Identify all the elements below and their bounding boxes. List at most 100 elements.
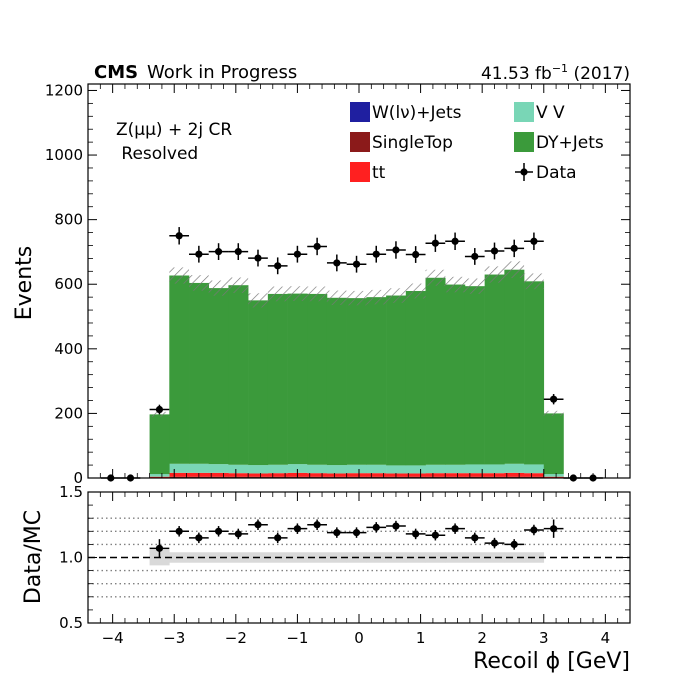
ratio-point bbox=[451, 525, 459, 533]
x-tick-label: −2 bbox=[225, 629, 247, 647]
legend-data-marker bbox=[520, 168, 528, 176]
stack-bar-tt bbox=[346, 473, 367, 477]
y-axis-label: Events bbox=[12, 246, 37, 321]
data-point bbox=[155, 405, 164, 414]
stack-bar-v-v bbox=[267, 464, 288, 474]
stack-bar-dy-jets bbox=[346, 298, 367, 465]
stack-bar-singletop bbox=[366, 476, 387, 478]
stack-bar-dy-jets bbox=[307, 293, 328, 465]
stack-bar-v-v bbox=[169, 463, 190, 473]
mc-uncertainty-hatch bbox=[287, 286, 308, 301]
legend-swatch bbox=[350, 102, 370, 122]
x-tick-label: 0 bbox=[354, 629, 364, 647]
data-point bbox=[175, 232, 183, 240]
data-point bbox=[490, 247, 499, 255]
stack-bar-tt bbox=[425, 473, 446, 477]
stack-bar-singletop bbox=[169, 476, 190, 478]
stack-bar-singletop bbox=[267, 476, 288, 478]
ratio-data-layer bbox=[149, 519, 564, 558]
mc-uncertainty-hatch bbox=[464, 278, 485, 294]
mc-uncertainty-hatch bbox=[326, 290, 347, 306]
data-point bbox=[333, 259, 341, 267]
luminosity-label: 41.53 fb−1 (2017) bbox=[481, 62, 630, 84]
mc-uncertainty-hatch bbox=[169, 267, 190, 284]
mc-uncertainty-hatch bbox=[189, 275, 209, 291]
stack-bar-dy-jets bbox=[445, 284, 466, 465]
stack-bar-tt bbox=[169, 472, 190, 477]
mc-uncertainty-hatch bbox=[366, 289, 387, 305]
stack-bar-dy-jets bbox=[208, 288, 229, 465]
stack-bar-tt bbox=[267, 473, 288, 477]
main-y-tick-label: 800 bbox=[54, 211, 83, 229]
x-tick-label: −1 bbox=[286, 629, 308, 647]
stack-bar-singletop bbox=[425, 476, 446, 478]
ratio-point bbox=[431, 531, 439, 539]
stack-bar-singletop bbox=[504, 476, 525, 478]
stack-bar-tt bbox=[208, 472, 229, 477]
stack-bar-v-v bbox=[524, 464, 545, 474]
stack-bar-tt bbox=[543, 476, 564, 478]
stack-bar-dy-jets bbox=[169, 275, 190, 464]
data-point bbox=[431, 239, 439, 247]
ratio-point bbox=[254, 521, 262, 529]
stack-bar-tt bbox=[464, 473, 485, 477]
stack-bar-v-v bbox=[386, 465, 407, 474]
stack-bar-v-v bbox=[445, 464, 466, 474]
main-plot-frame bbox=[87, 83, 631, 479]
stack-bar-v-v bbox=[366, 464, 387, 474]
stack-bar-singletop bbox=[326, 476, 347, 478]
data-point bbox=[293, 250, 302, 258]
stack-bar-dy-jets bbox=[524, 281, 545, 465]
stack-bar-v-v bbox=[287, 464, 308, 473]
data-point bbox=[352, 260, 361, 268]
data-point bbox=[412, 250, 420, 259]
stack-bar-dy-jets bbox=[464, 286, 485, 465]
legend-label: SingleTop bbox=[372, 133, 453, 153]
data-point bbox=[195, 250, 203, 258]
stack-bar-singletop bbox=[346, 476, 367, 478]
stack-bar-singletop bbox=[248, 476, 269, 478]
data-point bbox=[254, 254, 262, 262]
stack-bar-singletop bbox=[405, 476, 426, 478]
stack-bar-dy-jets bbox=[149, 414, 170, 475]
legend-label: Data bbox=[536, 163, 577, 183]
x-tick-label: −4 bbox=[102, 629, 124, 647]
data-point bbox=[471, 252, 479, 261]
ratio-point bbox=[195, 534, 203, 542]
mc-uncertainty-hatch bbox=[405, 283, 426, 299]
main-y-tick-label: 0 bbox=[73, 469, 83, 487]
data-point bbox=[530, 237, 538, 245]
stack-bar-dy-jets bbox=[405, 291, 426, 466]
mc-uncertainty-hatch bbox=[445, 276, 465, 293]
ratio-point bbox=[510, 540, 518, 549]
stack-bar-v-v bbox=[504, 463, 525, 473]
stack-bar-v-v bbox=[189, 463, 210, 473]
stack-bar-v-v bbox=[484, 464, 505, 474]
ratio-point bbox=[412, 530, 420, 538]
stack-bar-v-v bbox=[543, 474, 564, 477]
stack-bar-singletop bbox=[208, 476, 229, 478]
stack-bar-v-v bbox=[425, 464, 446, 474]
legend-label: DY+Jets bbox=[536, 133, 604, 153]
ratio-mc-band bbox=[228, 552, 249, 563]
ratio-plot-frame bbox=[87, 491, 631, 624]
main-y-tick-label: 400 bbox=[54, 340, 83, 358]
ratio-mc-band bbox=[307, 552, 328, 563]
mc-uncertainty-hatch bbox=[524, 273, 544, 290]
stack-bar-dy-jets bbox=[228, 285, 249, 465]
legend-label: W(lν)+Jets bbox=[372, 103, 462, 123]
ratio-point bbox=[293, 525, 302, 533]
data-point bbox=[214, 248, 223, 256]
x-tick-label: 1 bbox=[416, 629, 426, 647]
stack-bar-v-v bbox=[248, 465, 269, 474]
stack-bar-v-v bbox=[307, 464, 328, 474]
stack-bar-singletop bbox=[464, 476, 485, 478]
legend-label: tt bbox=[372, 163, 386, 183]
x-tick-label: 3 bbox=[539, 629, 549, 647]
main-y-tick-label: 1200 bbox=[45, 81, 83, 99]
x-tick-label: −3 bbox=[163, 629, 185, 647]
mc-uncertainty-hatch bbox=[386, 288, 406, 303]
luminosity-value: 41.53 fb bbox=[481, 64, 552, 84]
stack-bar-v-v bbox=[208, 464, 229, 473]
